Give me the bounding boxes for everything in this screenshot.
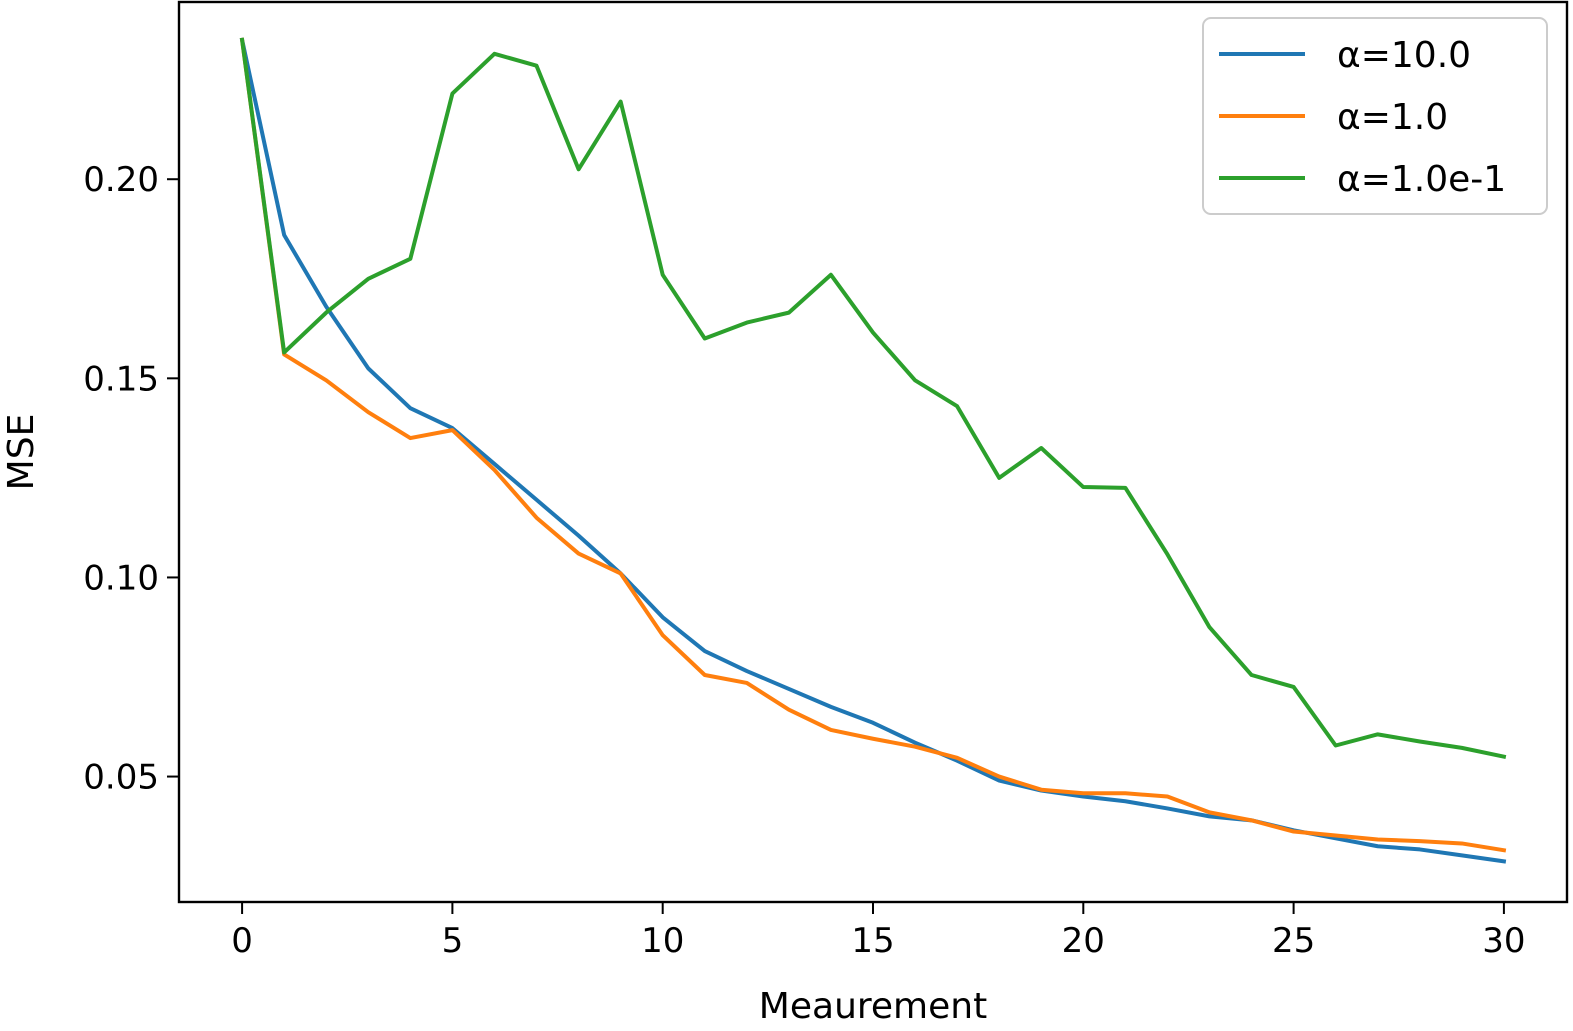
series-line-1 xyxy=(239,37,1507,853)
y-axis: 0.05 0.10 0.15 0.20 xyxy=(83,160,179,798)
legend-box xyxy=(1202,17,1548,215)
y-tick-label: 0.10 xyxy=(83,558,159,598)
x-tick-label: 20 xyxy=(1062,921,1105,961)
x-tick-label: 10 xyxy=(641,921,684,961)
x-tick-label: 0 xyxy=(231,921,253,961)
series-line-2 xyxy=(239,37,1507,760)
x-axis-label: Meaurement xyxy=(759,986,987,1027)
x-tick-label: 25 xyxy=(1272,921,1315,961)
y-tick-label: 0.20 xyxy=(83,160,159,200)
x-axis: 0 5 10 15 20 25 30 xyxy=(231,902,1526,961)
legend-label-2: α=1.0e-1 xyxy=(1337,159,1506,200)
legend-label-0: α=10.0 xyxy=(1337,35,1471,76)
legend-label-1: α=1.0 xyxy=(1337,97,1448,138)
series-layer xyxy=(239,37,1507,864)
x-tick-label: 5 xyxy=(442,921,464,961)
x-tick-label: 15 xyxy=(851,921,894,961)
legend: α=10.0 α=1.0 α=1.0e-1 xyxy=(1202,17,1548,215)
y-axis-label: MSE xyxy=(1,414,42,491)
y-tick-label: 0.15 xyxy=(83,359,159,399)
x-tick-label: 30 xyxy=(1482,921,1525,961)
y-tick-label: 0.05 xyxy=(83,758,159,798)
